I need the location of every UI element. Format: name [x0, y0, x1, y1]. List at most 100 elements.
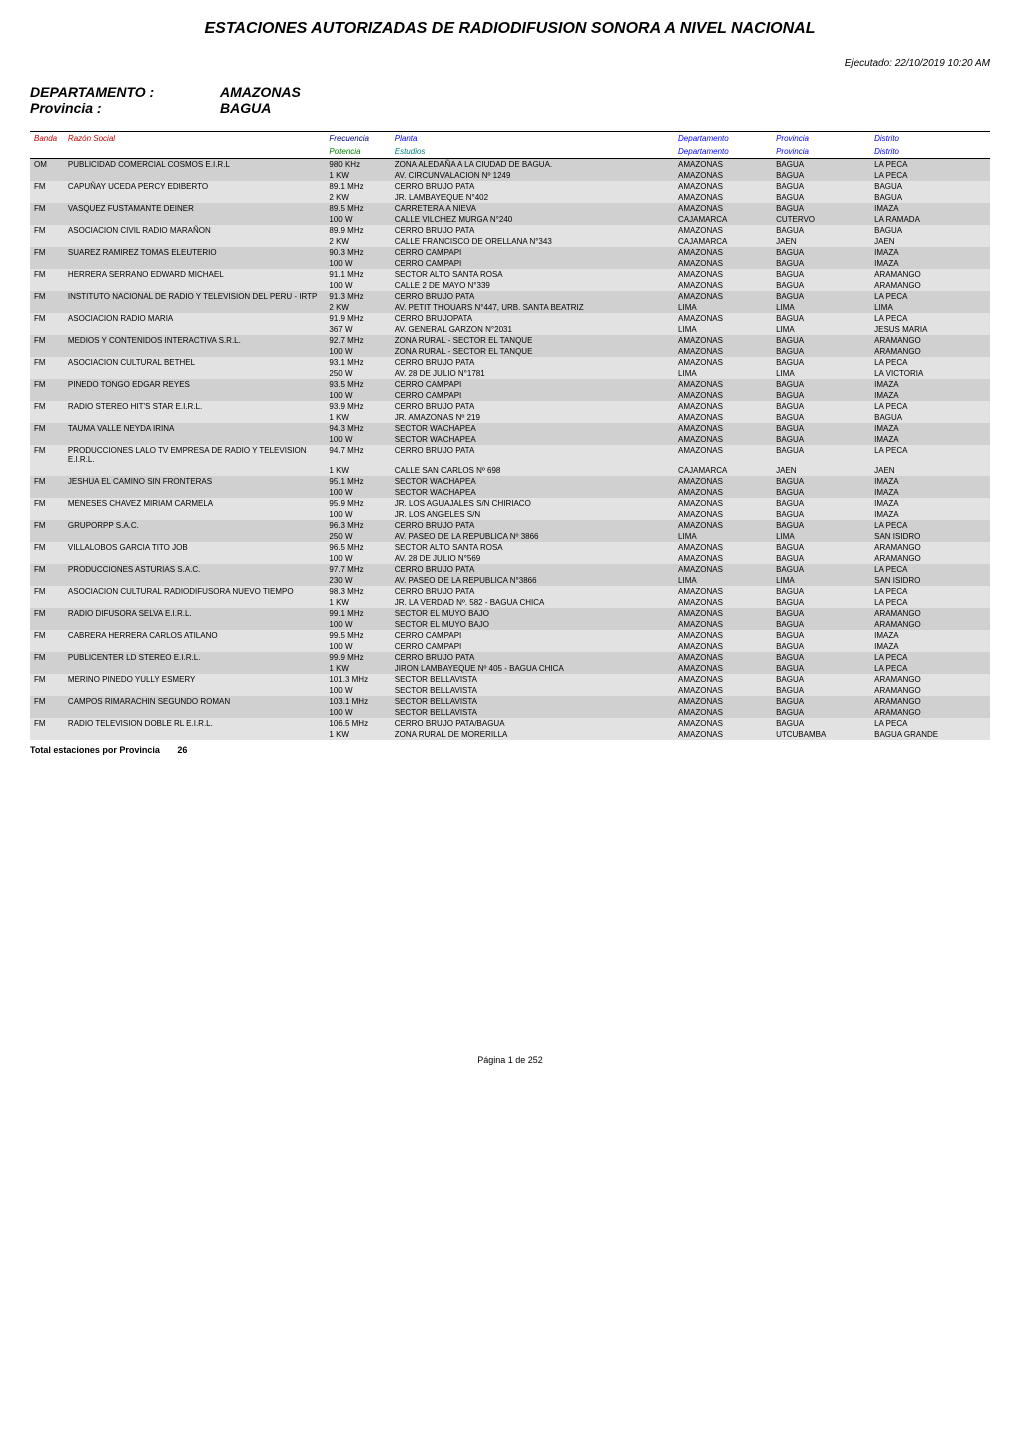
cell-departamento: AMAZONAS — [674, 390, 772, 401]
cell-provincia: BAGUA — [772, 630, 870, 641]
cell-banda — [30, 707, 64, 718]
cell-razon — [64, 729, 325, 740]
cell-razon — [64, 619, 325, 630]
cell-distrito: LA PECA — [870, 291, 990, 302]
table-row: 250 WAV. 28 DE JULIO N°1781LIMALIMALA VI… — [30, 368, 990, 379]
cell-departamento: AMAZONAS — [674, 509, 772, 520]
cell-estudios: SECTOR BELLAVISTA — [391, 707, 674, 718]
cell-potencia: 2 KW — [325, 236, 390, 247]
cell-banda: FM — [30, 247, 64, 258]
cell-potencia: 100 W — [325, 390, 390, 401]
cell-estudios: AV. PASEO DE LA REPUBLICA N°3866 — [391, 575, 674, 586]
cell-distrito: IMAZA — [870, 498, 990, 509]
cell-provincia: BAGUA — [772, 663, 870, 674]
cell-razon: MERINO PINEDO YULLY ESMERY — [64, 674, 325, 685]
cell-banda — [30, 575, 64, 586]
cell-provincia: BAGUA — [772, 498, 870, 509]
cell-departamento: AMAZONAS — [674, 258, 772, 269]
cell-provincia: BAGUA — [772, 258, 870, 269]
cell-provincia: BAGUA — [772, 586, 870, 597]
cell-razon: PRODUCCIONES ASTURIAS S.A.C. — [64, 564, 325, 575]
table-row: 100 WJR. LOS ANGELES S/NAMAZONASBAGUAIMA… — [30, 509, 990, 520]
cell-razon: ASOCIACION CULTURAL RADIODIFUSORA NUEVO … — [64, 586, 325, 597]
cell-distrito: ARAMANGO — [870, 685, 990, 696]
cell-planta: CERRO BRUJO PATA — [391, 291, 674, 302]
cell-distrito: ARAMANGO — [870, 335, 990, 346]
cell-distrito: BAGUA GRANDE — [870, 729, 990, 740]
cell-frecuencia: 99.1 MHz — [325, 608, 390, 619]
cell-departamento: AMAZONAS — [674, 520, 772, 531]
cell-distrito: IMAZA — [870, 258, 990, 269]
cell-razon — [64, 434, 325, 445]
cell-potencia: 100 W — [325, 487, 390, 498]
cell-frecuencia: 94.7 MHz — [325, 445, 390, 465]
table-row: FMHERRERA SERRANO EDWARD MICHAEL91.1 MHz… — [30, 269, 990, 280]
cell-departamento: AMAZONAS — [674, 685, 772, 696]
cell-distrito: IMAZA — [870, 476, 990, 487]
cell-frecuencia: 92.7 MHz — [325, 335, 390, 346]
cell-frecuencia: 96.5 MHz — [325, 542, 390, 553]
cell-distrito: LA PECA — [870, 597, 990, 608]
executed-date: Ejecutado: 22/10/2019 10:20 AM — [30, 58, 990, 69]
dept-value: AMAZONAS — [220, 84, 301, 100]
cell-banda — [30, 434, 64, 445]
cell-potencia: 100 W — [325, 619, 390, 630]
cell-banda — [30, 619, 64, 630]
cell-potencia: 100 W — [325, 214, 390, 225]
cell-departamento: AMAZONAS — [674, 674, 772, 685]
cell-provincia: BAGUA — [772, 597, 870, 608]
cell-potencia: 1 KW — [325, 412, 390, 423]
cell-planta: CERRO BRUJO PATA — [391, 181, 674, 192]
table-row: FMSUAREZ RAMIREZ TOMAS ELEUTERIO90.3 MHz… — [30, 247, 990, 258]
cell-distrito: ARAMANGO — [870, 707, 990, 718]
hdr2-departamento: Departamento — [674, 145, 772, 159]
cell-razon — [64, 663, 325, 674]
cell-banda: FM — [30, 357, 64, 368]
cell-banda: FM — [30, 445, 64, 465]
cell-provincia: JAEN — [772, 236, 870, 247]
cell-estudios: AV. PETIT THOUARS N°447, URB. SANTA BEAT… — [391, 302, 674, 313]
cell-distrito: LA PECA — [870, 718, 990, 729]
cell-distrito: ARAMANGO — [870, 696, 990, 707]
cell-frecuencia: 90.3 MHz — [325, 247, 390, 258]
cell-departamento: AMAZONAS — [674, 313, 772, 324]
table-row: 100 WSECTOR BELLAVISTAAMAZONASBAGUAARAMA… — [30, 685, 990, 696]
cell-estudios: CERRO CAMPAPI — [391, 390, 674, 401]
cell-estudios: AV. CIRCUNVALACION Nº 1249 — [391, 170, 674, 181]
cell-departamento: LIMA — [674, 324, 772, 335]
cell-estudios: CALLE SAN CARLOS Nº 698 — [391, 465, 674, 476]
cell-distrito: LA PECA — [870, 159, 990, 171]
cell-provincia: BAGUA — [772, 379, 870, 390]
table-row: FMPRODUCCIONES ASTURIAS S.A.C.97.7 MHzCE… — [30, 564, 990, 575]
table-row: 1 KWJR. LA VERDAD Nº. 582 - BAGUA CHICAA… — [30, 597, 990, 608]
cell-provincia: BAGUA — [772, 608, 870, 619]
cell-departamento: AMAZONAS — [674, 291, 772, 302]
cell-planta: SECTOR ALTO SANTA ROSA — [391, 542, 674, 553]
cell-distrito: LA PECA — [870, 564, 990, 575]
cell-distrito: LA PECA — [870, 170, 990, 181]
cell-razon — [64, 685, 325, 696]
cell-razon: RADIO TELEVISION DOBLE RL E.I.R.L. — [64, 718, 325, 729]
hdr2-provincia: Provincia — [772, 145, 870, 159]
cell-razon — [64, 575, 325, 586]
cell-potencia: 367 W — [325, 324, 390, 335]
cell-razon: MENESES CHAVEZ MIRIAM CARMELA — [64, 498, 325, 509]
cell-banda — [30, 192, 64, 203]
cell-razon — [64, 531, 325, 542]
cell-distrito: LA PECA — [870, 663, 990, 674]
cell-frecuencia: 99.5 MHz — [325, 630, 390, 641]
cell-provincia: BAGUA — [772, 203, 870, 214]
cell-estudios: AV. GENERAL GARZON N°2031 — [391, 324, 674, 335]
cell-potencia: 1 KW — [325, 170, 390, 181]
cell-frecuencia: 89.9 MHz — [325, 225, 390, 236]
cell-razon — [64, 192, 325, 203]
cell-razon — [64, 707, 325, 718]
cell-razon — [64, 170, 325, 181]
cell-razon: JESHUA EL CAMINO SIN FRONTERAS — [64, 476, 325, 487]
cell-distrito: LA PECA — [870, 520, 990, 531]
cell-planta: CERRO BRUJO PATA — [391, 357, 674, 368]
header-block: DEPARTAMENTO : AMAZONAS Provincia : BAGU… — [30, 84, 990, 116]
cell-provincia: BAGUA — [772, 553, 870, 564]
table-header-row-2: Potencia Estudios Departamento Provincia… — [30, 145, 990, 159]
cell-provincia: CUTERVO — [772, 214, 870, 225]
